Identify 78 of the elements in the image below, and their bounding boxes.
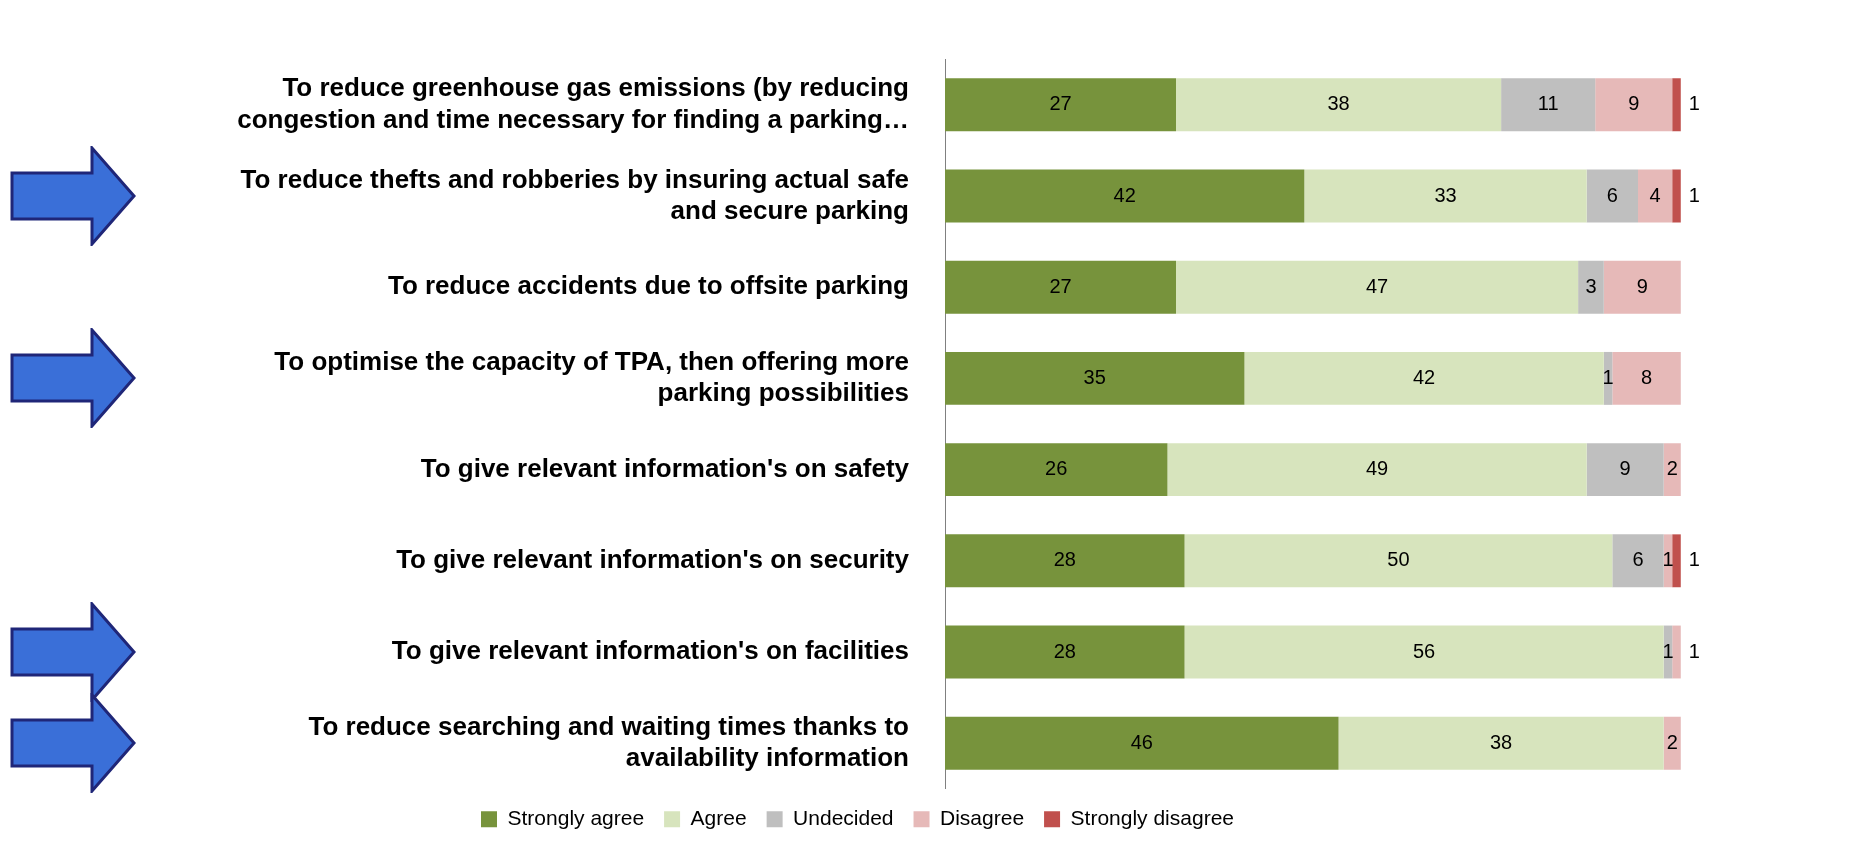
y-tick-label: To reduce greenhouse gas emissions (by reducing congestion and time necessary for finding a parking… [237,72,909,134]
legend-label: Agree [690,806,747,830]
data-label: 27 [1049,274,1072,297]
bar [1672,169,1681,223]
data-label: 9 [1636,274,1648,297]
data-label: 1 [1662,548,1674,571]
data-label: 1 [1688,548,1700,571]
data-label: 6 [1606,183,1618,206]
y-tick-label: To reduce thefts and robberies by insuring actual safe and secure parking [240,163,909,225]
data-label: 38 [1489,730,1513,753]
data-label: 26 [1045,457,1068,480]
data-label: 2 [1666,730,1678,753]
bar [1638,169,1673,223]
y-tick-label: To give relevant information's on facilities [391,635,909,666]
bar [1612,351,1681,405]
data-label: 11 [1537,92,1559,115]
y-tick-label: To optimise the capacity of TPA, then offering more parking possibilities [274,345,909,408]
data-label: 1 [1662,639,1674,662]
data-label: 46 [1130,730,1153,753]
bar [945,625,1185,679]
bar [1176,78,1502,132]
bar [945,78,1176,132]
legend-label: Strongly disagree [1070,806,1235,830]
data-label: 27 [1049,92,1072,115]
bar [1338,716,1664,770]
bar [1672,78,1681,132]
data-label: 38 [1327,92,1350,115]
bar [1603,260,1681,314]
data-label: 28 [1053,639,1076,662]
bar [1595,78,1673,132]
data-label: 50 [1387,548,1410,571]
bar [1672,534,1681,588]
data-label: 1 [1602,365,1614,388]
y-tick-label: To reduce accidents due to offsite parking [387,270,909,301]
bar [1501,78,1596,132]
bar [1612,534,1664,588]
bar [1663,716,1681,770]
y-tick-label: To reduce searching and waiting times thanks to availability information [308,710,909,772]
bar [1663,443,1681,497]
bar [1184,534,1613,588]
data-label: 28 [1053,548,1076,571]
data-label: 4 [1649,183,1661,206]
data-label: 1 [1688,92,1700,115]
bar [1578,260,1604,314]
data-label: 6 [1632,548,1644,571]
data-label: 8 [1640,365,1653,388]
bar [945,716,1339,770]
legend-label: Strongly agree [507,806,645,830]
data-label: 1 [1688,183,1700,206]
data-label: 9 [1619,457,1631,480]
bar [1176,260,1579,314]
bar [1184,625,1664,679]
bar [945,351,1245,405]
bar [945,169,1305,223]
bar [945,443,1168,497]
bar [1586,169,1638,223]
bar [1167,443,1587,497]
data-label: 9 [1628,92,1640,115]
bar [1244,351,1604,405]
data-label: 56 [1412,639,1436,662]
data-label: 42 [1113,183,1136,206]
bar [1586,443,1664,497]
data-label: 47 [1365,274,1389,297]
data-label: 1 [1688,639,1700,662]
y-tick-label: To give relevant information's on safety [420,452,910,483]
data-label: 2 [1666,457,1678,480]
data-label: 35 [1083,365,1106,388]
bar [1304,169,1587,223]
bar [945,534,1185,588]
data-label: 3 [1585,274,1597,297]
bar [1672,625,1681,679]
bar [945,260,1176,314]
data-label: 49 [1365,457,1389,480]
y-tick-label: To give relevant information's on security [396,543,910,574]
data-label: 33 [1434,183,1457,206]
legend-label: Undecided [793,806,894,830]
data-label: 42 [1412,365,1436,388]
legend-label: Disagree [940,806,1025,830]
